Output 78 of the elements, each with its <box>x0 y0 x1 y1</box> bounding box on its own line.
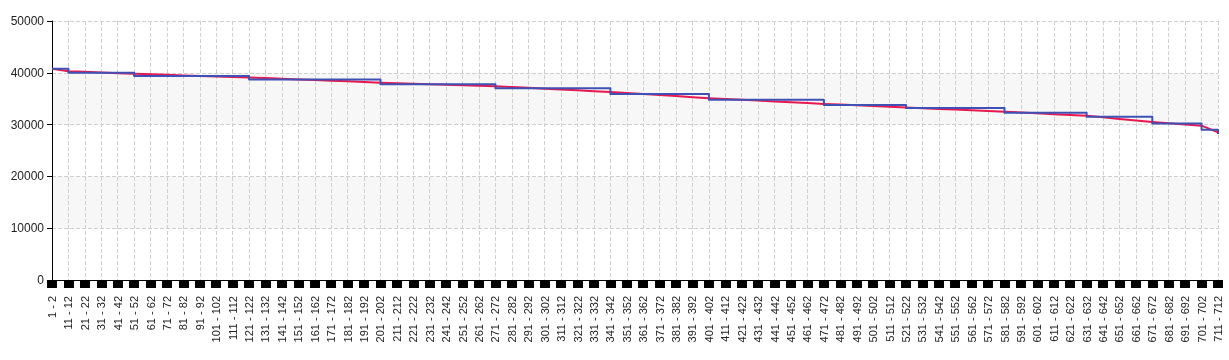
x-tick-label: 341 - 342 <box>604 296 617 343</box>
x-tick-label: 111 - 112 <box>226 296 239 341</box>
x-tick-label: 151 - 152 <box>292 296 305 343</box>
x-tick-label: 431 - 432 <box>752 296 765 343</box>
x-tick-label: 601 - 602 <box>1031 296 1044 343</box>
y-tick-label: 10000 <box>10 221 45 236</box>
x-tick-label: 381 - 382 <box>670 296 683 343</box>
x-tick-label: 261 - 262 <box>472 296 485 343</box>
x-tick-label: 671 - 672 <box>1146 296 1159 343</box>
x-tick-label: 351 - 352 <box>620 296 633 343</box>
x-tick-label: 401 - 402 <box>702 296 715 343</box>
x-tick-label: 531 - 532 <box>916 296 929 343</box>
x-tick-label: 421 - 422 <box>735 296 748 343</box>
x-tick-label: 181 - 182 <box>341 296 354 343</box>
y-tick-label: 50000 <box>10 14 45 28</box>
x-tick-label: 311 - 312 <box>555 296 568 342</box>
x-tick-label: 141 - 142 <box>275 296 288 343</box>
x-tick-label: 121 - 122 <box>243 296 256 343</box>
x-tick-label: 101 - 102 <box>210 296 223 343</box>
x-tick-label: 631 - 632 <box>1080 296 1093 343</box>
x-tick-label: 331 - 332 <box>587 296 600 343</box>
x-tick-label: 681 - 682 <box>1162 296 1175 343</box>
x-tick-label: 131 - 132 <box>259 296 272 343</box>
x-tick-label: 491 - 492 <box>850 296 863 343</box>
x-tick-label: 291 - 292 <box>522 296 535 343</box>
x-tick-label: 31 - 32 <box>95 296 108 331</box>
x-tick-label: 71 - 72 <box>160 296 173 331</box>
x-tick-label: 471 - 472 <box>817 296 830 343</box>
x-tick-label: 61 - 62 <box>144 296 157 331</box>
x-tick-label: 711 - 712 <box>1212 296 1224 342</box>
x-tick-label: 541 - 542 <box>932 296 945 343</box>
x-tick-label: 1 - 2 <box>46 296 58 319</box>
x-tick-label: 461 - 462 <box>801 296 814 343</box>
x-tick-label: 11 - 12 <box>62 296 75 330</box>
y-tick-label: 30000 <box>10 117 45 132</box>
y-tick-label: 40000 <box>10 65 45 80</box>
x-tick-label: 231 - 232 <box>423 296 436 343</box>
x-tick-label: 221 - 222 <box>407 296 420 343</box>
x-tick-label: 651 - 652 <box>1113 296 1126 343</box>
y-tick-label: 20000 <box>10 169 45 184</box>
x-tick-label: 21 - 22 <box>78 296 91 331</box>
x-tick-label: 371 - 372 <box>653 296 666 343</box>
x-tick-label: 171 - 172 <box>325 296 338 343</box>
x-tick-label: 301 - 302 <box>538 296 551 343</box>
x-tick-label: 161 - 162 <box>308 296 321 343</box>
y-tick-label: 0 <box>37 273 45 287</box>
x-tick-label: 201 - 202 <box>374 296 387 343</box>
x-tick-label: 391 - 392 <box>686 296 699 343</box>
x-tick-label: 571 - 572 <box>982 296 995 343</box>
x-tick-label: 691 - 692 <box>1179 296 1192 343</box>
x-tick-label: 191 - 192 <box>358 296 371 343</box>
x-tick-label: 281 - 282 <box>505 296 518 343</box>
x-tick-label: 91 - 92 <box>193 296 206 331</box>
x-tick-label: 661 - 662 <box>1129 296 1142 343</box>
x-tick-label: 211 - 212 <box>390 296 403 342</box>
x-tick-label: 561 - 562 <box>965 296 978 343</box>
x-tick-label: 591 - 592 <box>1014 296 1027 343</box>
x-tick-label: 271 - 272 <box>489 296 502 343</box>
x-tick-label: 511 - 512 <box>883 296 896 342</box>
x-tick-label: 621 - 622 <box>1064 296 1077 343</box>
x-tick-label: 411 - 412 <box>719 296 732 342</box>
x-tick-label: 51 - 52 <box>128 296 141 331</box>
x-tick-label: 641 - 642 <box>1097 296 1110 343</box>
x-tick-label: 701 - 702 <box>1195 296 1208 343</box>
x-tick-label: 551 - 552 <box>949 296 962 343</box>
x-tick-label: 241 - 242 <box>440 296 453 343</box>
x-tick-label: 251 - 252 <box>456 296 469 343</box>
x-tick-label: 611 - 612 <box>1047 296 1060 342</box>
x-tick-label: 41 - 42 <box>111 296 124 331</box>
x-tick-label: 451 - 452 <box>785 296 798 343</box>
x-tick-label: 441 - 442 <box>768 296 781 343</box>
x-tick-label: 321 - 322 <box>571 296 584 343</box>
x-tick-label: 501 - 502 <box>867 296 880 343</box>
x-tick-label: 521 - 522 <box>899 296 912 343</box>
x-tick-label: 81 - 82 <box>177 296 190 331</box>
x-tick-label: 361 - 362 <box>637 296 650 343</box>
x-tick-label: 481 - 482 <box>834 296 847 343</box>
x-tick-label: 581 - 582 <box>998 296 1011 343</box>
